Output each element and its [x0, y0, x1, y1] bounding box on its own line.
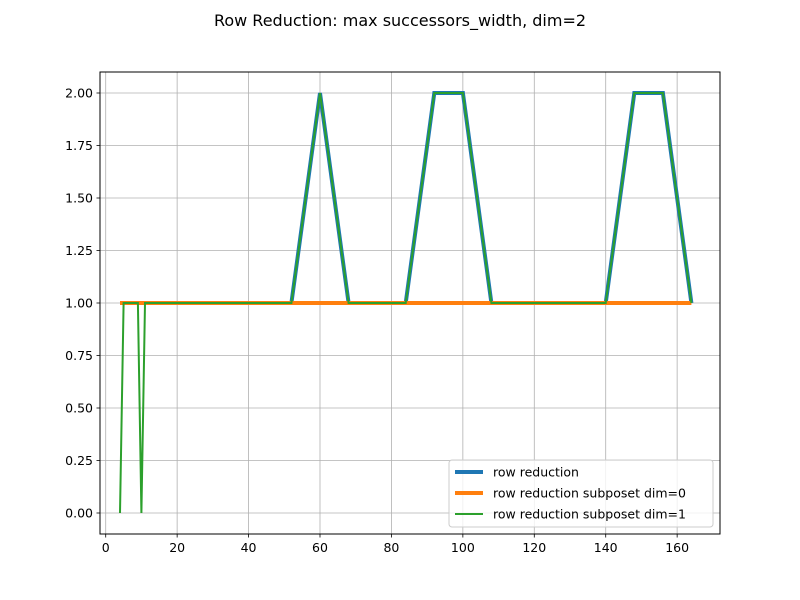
x-tick-label: 100	[451, 540, 475, 555]
legend-box	[448, 459, 714, 528]
y-tick-label: 0.50	[65, 401, 93, 416]
axis-ticks: 0 20 40 60 80 100 120 140 160 0.00 0.25 0.50 0.75 1.0…	[65, 86, 689, 556]
series-line-3	[119, 92, 693, 514]
x-tick-label: 140	[594, 540, 618, 555]
y-tick-label: 1.50	[65, 191, 93, 206]
legend: row reduction row reduction subposet dim=…	[448, 459, 714, 528]
y-tick-label: 0.75	[65, 348, 93, 363]
y-tick-label: 2.00	[65, 86, 93, 101]
x-tick-label: 60	[312, 540, 328, 555]
y-tick-label: 0.00	[65, 506, 93, 521]
x-tick-label: 20	[169, 540, 185, 555]
y-tick-label: 1.25	[65, 243, 93, 258]
chart-title: Row Reduction: max successors_width, dim…	[214, 11, 586, 31]
series-layer	[119, 91, 694, 514]
x-tick-label: 160	[665, 540, 689, 555]
y-tick-label: 1.00	[65, 296, 93, 311]
y-tick-label: 0.25	[65, 453, 93, 468]
legend-label: row reduction subposet dim=1	[493, 507, 686, 522]
legend-label: row reduction	[493, 465, 579, 480]
x-tick-label: 80	[383, 540, 399, 555]
x-tick-label: 120	[522, 540, 546, 555]
x-tick-label: 0	[102, 540, 110, 555]
x-tick-label: 40	[241, 540, 257, 555]
y-tick-label: 1.75	[65, 138, 93, 153]
legend-label: row reduction subposet dim=0	[493, 486, 686, 501]
